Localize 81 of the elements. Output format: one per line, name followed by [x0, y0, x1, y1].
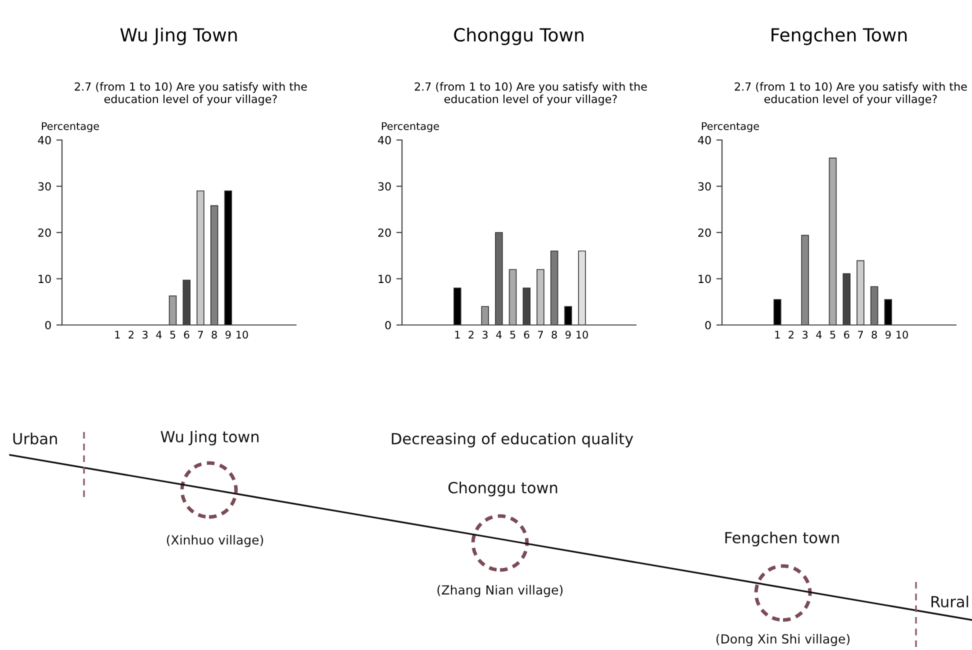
x-tick-label: 3: [142, 330, 148, 339]
x-tick-label: 9: [565, 330, 571, 339]
y-tick-label: 40: [698, 136, 711, 144]
y-axis-title: Percentage: [382, 122, 439, 132]
bar: [884, 299, 892, 325]
y-tick-label: 0: [45, 320, 51, 330]
bar: [870, 286, 878, 325]
chart-title: Wu Jing Town: [120, 28, 237, 46]
y-tick-label: 20: [378, 228, 391, 237]
text: Chonggu town: [448, 482, 558, 496]
x-tick-label: 8: [212, 330, 217, 339]
bar: [578, 250, 586, 325]
text: Urban: [13, 432, 57, 444]
bar: [508, 269, 517, 325]
y-tick-label: 0: [705, 320, 711, 330]
x-tick-label: 1: [775, 330, 780, 338]
chart-title: Fengchen Town: [772, 28, 907, 46]
x-tick-label: 10: [236, 330, 248, 339]
bar: [454, 288, 462, 325]
x-tick-label: 6: [524, 330, 530, 339]
bar: [536, 269, 544, 325]
y-tick-label: 0: [385, 320, 391, 330]
bar: [856, 260, 864, 325]
text: (Zhang Nian village): [437, 584, 563, 598]
bar: [550, 250, 558, 325]
bar: [828, 158, 837, 325]
x-tick-label: 2: [128, 330, 134, 338]
x-tick-label: 8: [872, 330, 877, 339]
x-tick-label: 6: [844, 330, 850, 339]
text: Rural: [932, 596, 968, 608]
x-tick-label: 5: [830, 330, 836, 339]
y-axis-title: Percentage: [702, 122, 759, 132]
bar: [481, 306, 489, 325]
chart-title: Chonggu Town: [454, 28, 584, 46]
x-tick-label: 2: [788, 330, 794, 338]
x-tick-label: 8: [552, 330, 557, 339]
chart-subtitle: 2.7 (from 1 to 10) Are you satisfy with the education level of your village?: [734, 82, 967, 106]
x-tick-label: 4: [816, 330, 822, 338]
x-tick-label: 10: [576, 330, 588, 339]
y-tick-label: 20: [38, 228, 51, 237]
text: Decreasing of education quality: [392, 432, 634, 448]
bar: [224, 190, 232, 325]
bar: [564, 306, 572, 325]
text: Wu Jing town: [160, 430, 258, 446]
text: (Dong Xin Shi village): [716, 634, 850, 646]
text: (Xinhuo village): [166, 534, 264, 548]
chart-subtitle: 2.7 (from 1 to 10) Are you satisfy with the education level of your village?: [414, 82, 647, 106]
y-tick-label: 40: [38, 136, 51, 144]
x-tick-label: 9: [225, 330, 231, 339]
y-tick-label: 10: [698, 274, 711, 284]
x-tick-label: 9: [885, 330, 891, 339]
x-tick-label: 7: [858, 330, 863, 338]
x-tick-label: 2: [468, 330, 474, 338]
chart-subtitle: 2.7 (from 1 to 10) Are you satisfy with the education level of your village?: [74, 82, 307, 106]
y-tick-label: 10: [38, 274, 51, 284]
x-tick-label: 5: [170, 330, 176, 339]
y-tick-label: 30: [378, 182, 391, 191]
x-tick-label: 1: [115, 330, 120, 338]
x-tick-label: 4: [156, 330, 162, 338]
x-tick-label: 3: [802, 330, 808, 339]
y-tick-label: 20: [698, 228, 711, 237]
x-tick-label: 1: [455, 330, 460, 338]
y-tick-label: 30: [38, 182, 51, 191]
x-tick-label: 7: [538, 330, 543, 338]
bar: [801, 234, 809, 325]
bar: [495, 232, 503, 325]
x-tick-label: 3: [482, 330, 488, 339]
x-tick-label: 10: [896, 330, 908, 339]
x-tick-label: 4: [496, 330, 502, 338]
y-tick-label: 30: [698, 182, 711, 191]
bar: [774, 299, 782, 325]
bar: [168, 295, 177, 325]
y-axis-title: Percentage: [42, 122, 99, 132]
y-tick-label: 40: [378, 136, 391, 144]
x-tick-label: 7: [198, 330, 203, 338]
x-tick-label: 6: [184, 330, 190, 339]
y-tick-label: 10: [378, 274, 391, 284]
text: Fengchen town: [725, 532, 839, 546]
bar: [210, 205, 218, 325]
x-tick-label: 5: [510, 330, 516, 339]
bar: [196, 190, 204, 325]
